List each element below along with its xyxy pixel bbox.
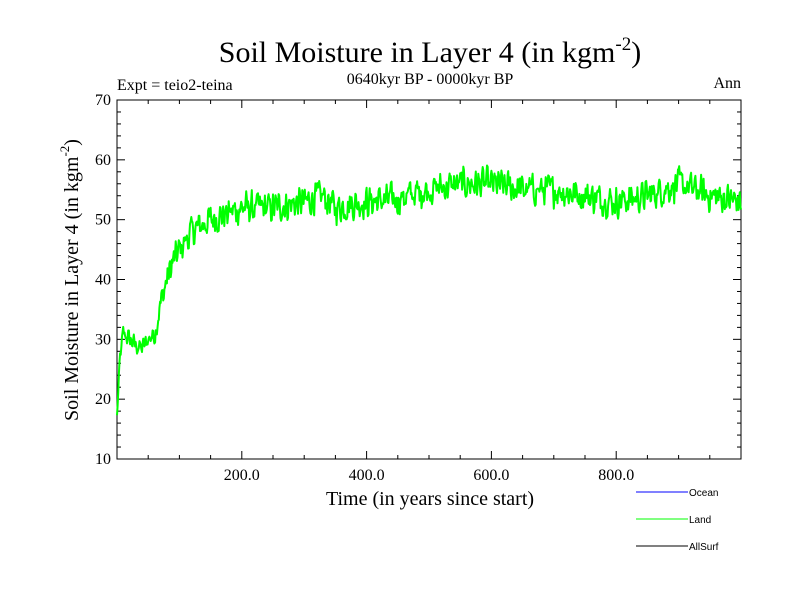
- series-layer: [116, 164, 742, 416]
- y-tick-label: 20: [95, 391, 111, 408]
- x-tick-label: 600.0: [473, 467, 509, 484]
- axis-ticks: 200.0 400.0 600.0 800.0 10 20 30 40 50 60 70: [95, 92, 741, 484]
- y-tick-label: 50: [95, 212, 111, 229]
- series-line-land: [116, 164, 742, 416]
- y-axis-label: Soil Moisture in Layer 4 (in kgm-2): [57, 139, 83, 421]
- x-axis-label: Time (in years since start): [326, 488, 534, 510]
- y-tick-label: 60: [95, 152, 111, 169]
- chart-title: Soil Moisture in Layer 4 (in kgm-2): [219, 34, 641, 69]
- legend-ocean-label: Ocean: [689, 488, 718, 499]
- experiment-label: Expt = teio2-teina: [117, 77, 233, 94]
- legend-allsurf-label: AllSurf: [689, 542, 719, 553]
- period-subtitle: 0640kyr BP - 0000kyr BP: [347, 71, 514, 88]
- legend-land-label: Land: [689, 515, 711, 526]
- legend: Ocean Land AllSurf: [636, 488, 719, 553]
- x-tick-label: 200.0: [224, 467, 260, 484]
- y-tick-label: 10: [95, 451, 111, 468]
- plot-frame: [116, 99, 742, 460]
- y-tick-label: 30: [95, 331, 111, 348]
- y-tick-label: 70: [95, 92, 111, 109]
- x-tick-label: 400.0: [349, 467, 385, 484]
- season-label: Ann: [713, 75, 741, 92]
- x-tick-label: 800.0: [598, 467, 634, 484]
- y-tick-label: 40: [95, 272, 111, 289]
